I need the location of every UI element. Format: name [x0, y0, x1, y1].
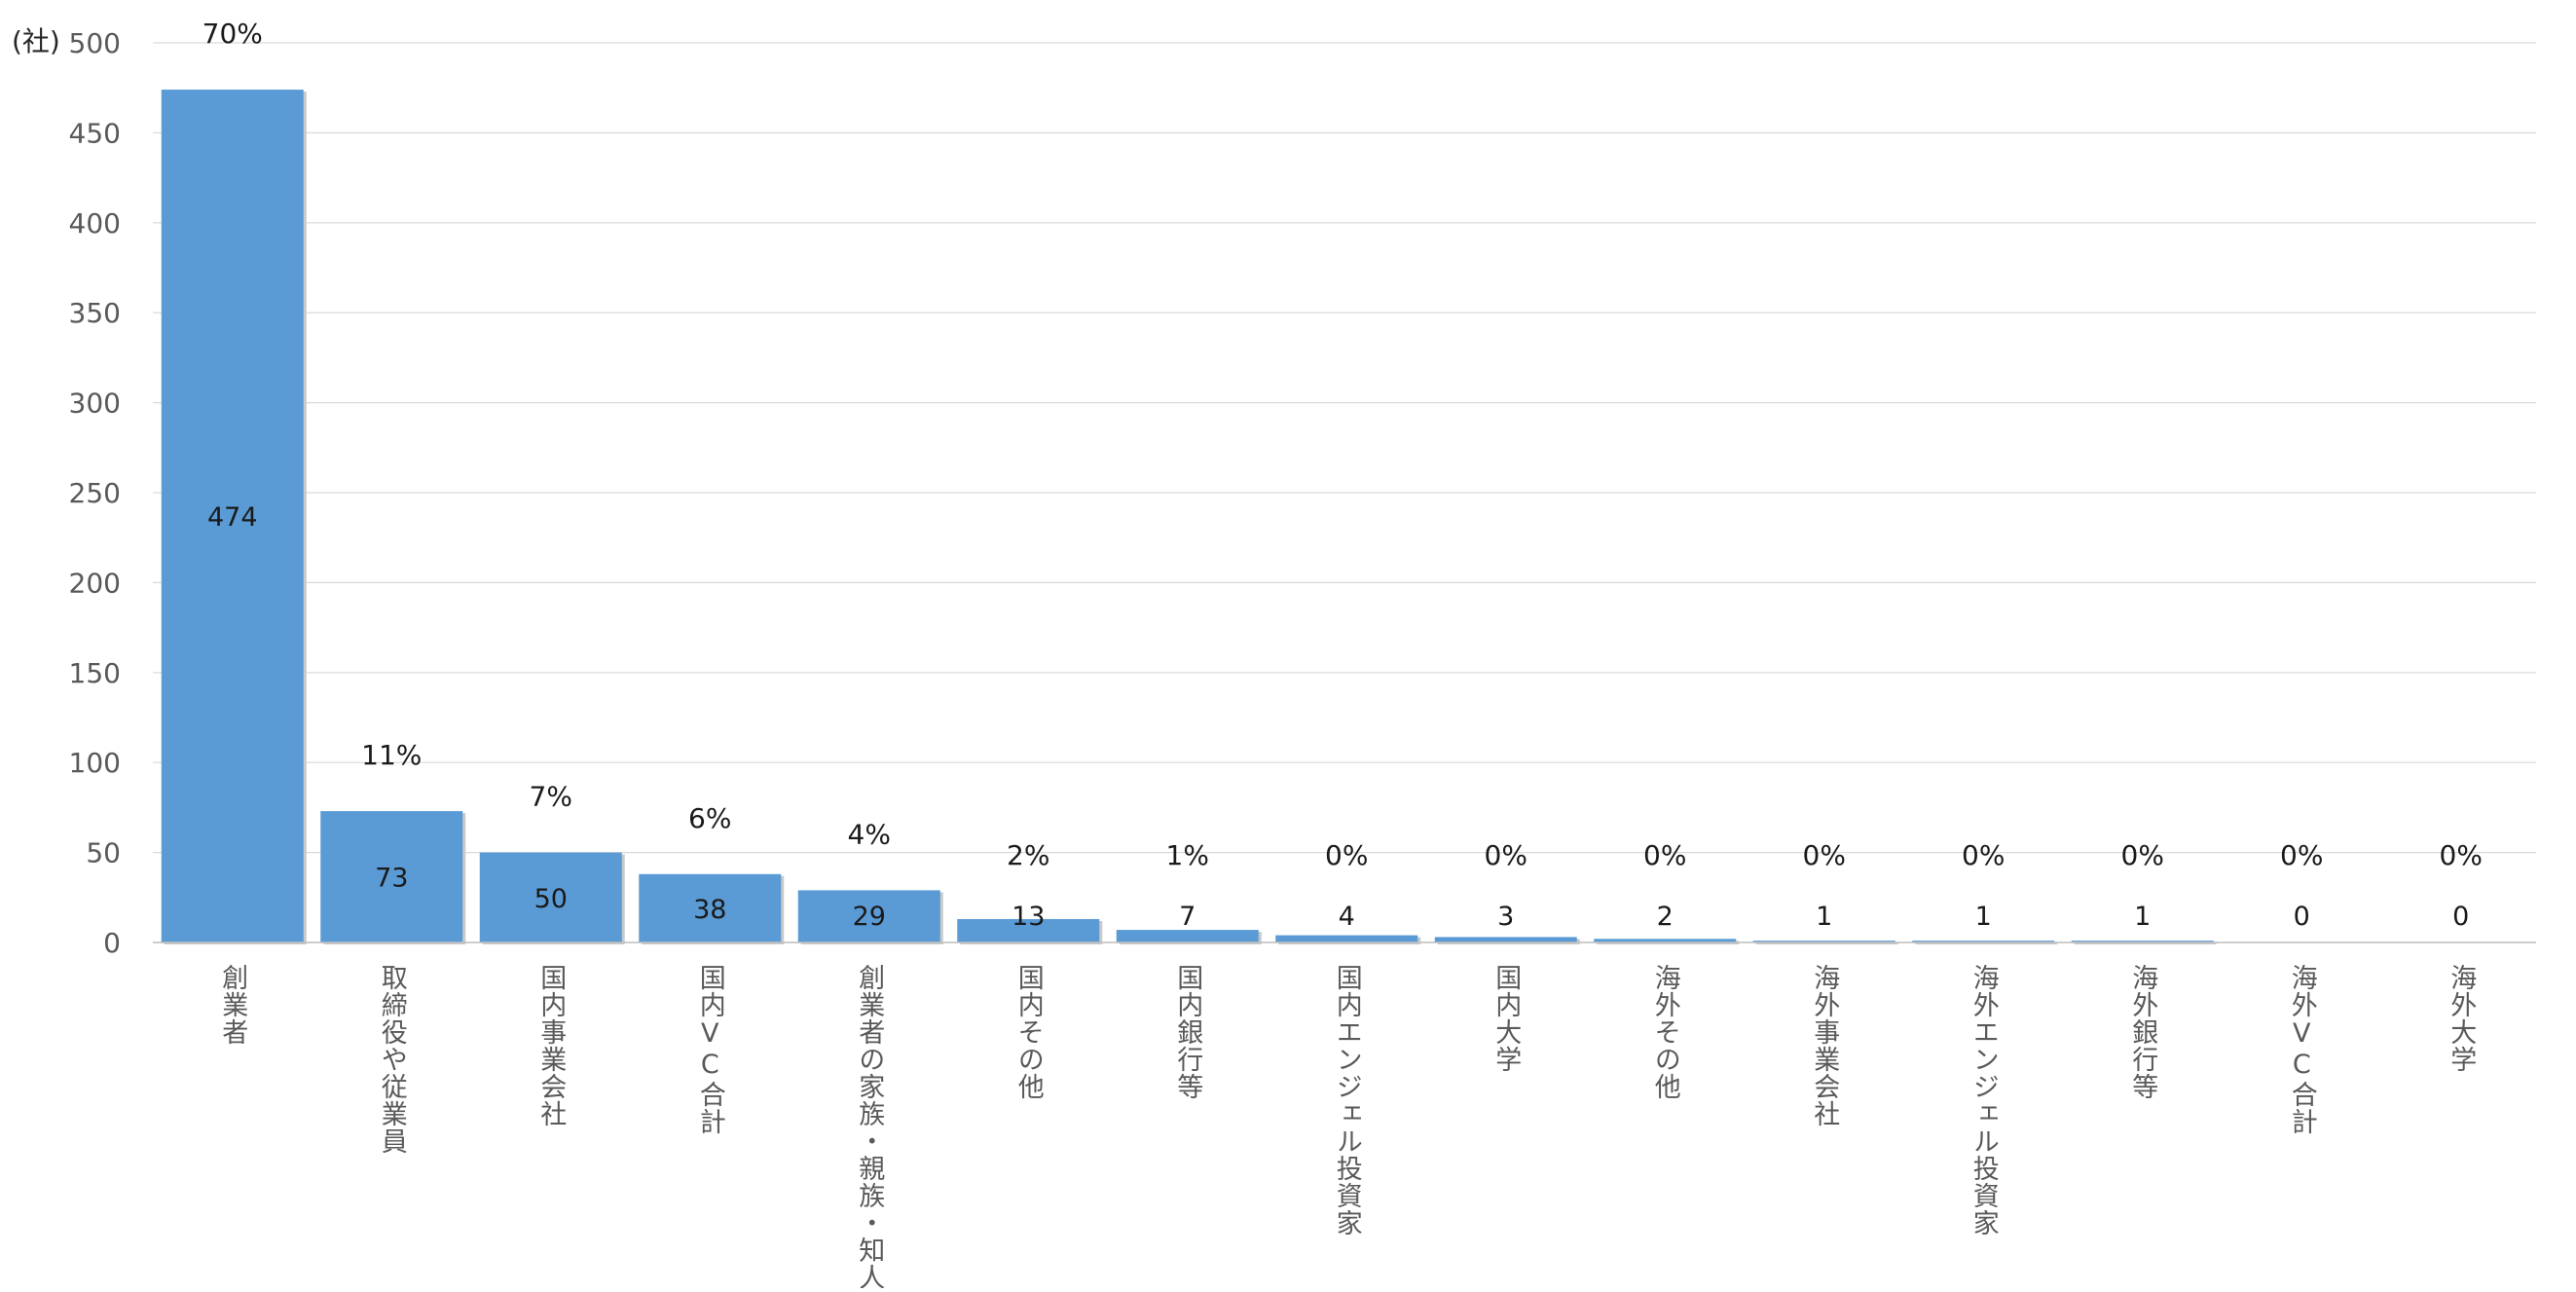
bar-value-label: 50 [534, 884, 568, 914]
category-label: 創業者 [217, 964, 248, 1046]
bar [161, 90, 304, 943]
bar-value-label: 38 [693, 895, 726, 925]
bar-percent-label: 4% [848, 818, 891, 850]
bar [639, 873, 782, 942]
y-tick-label: 450 [69, 117, 121, 149]
category-labels: 創業者 取締役や従業員 国内事業会社 国内VC合計 創業者の家族・親族・知人 国内その他 国… [217, 964, 2476, 1291]
category-label: 海外大学 [2446, 964, 2476, 1073]
bar-percent-label: 70% [202, 18, 263, 50]
y-tick-label: 400 [69, 207, 121, 240]
category-label: 海外VC合計 [2287, 964, 2317, 1135]
bar [1912, 941, 2055, 942]
bar-percent-label: 0% [1962, 839, 2005, 871]
bar-percent-label: 0% [1485, 839, 1527, 871]
bar-percent-label: 0% [2280, 839, 2323, 871]
bar-value-label: 1 [2134, 902, 2151, 932]
bar-value-label: 0 [2452, 902, 2469, 932]
bar-value-label: 0 [2294, 902, 2310, 932]
bar-percent-label: 7% [530, 781, 572, 813]
y-tick-label: 250 [69, 477, 121, 509]
bar-value-label: 3 [1497, 902, 1514, 932]
bar-percent-label: 0% [1803, 839, 1846, 871]
y-tick-label: 200 [69, 567, 121, 599]
y-tick-label: 150 [69, 657, 121, 689]
category-label: 国内銀行等 [1172, 964, 1203, 1100]
bar-percent-label: 1% [1166, 839, 1209, 871]
category-label: 海外事業会社 [1809, 964, 1840, 1127]
bars [161, 90, 2217, 945]
category-label: 創業者の家族・親族・知人 [854, 964, 885, 1288]
y-tick-label: 300 [69, 388, 121, 420]
bar [1434, 937, 1577, 942]
bar-percent-label: 0% [1325, 839, 1368, 871]
bar [2071, 941, 2214, 942]
bar-shadow [1915, 942, 2058, 944]
bar-percent-label: 6% [688, 802, 731, 834]
bar-shadow [2074, 942, 2217, 944]
bar [1752, 941, 1895, 942]
bar-value-label: 29 [853, 902, 886, 932]
bar [797, 890, 940, 942]
bar [1116, 930, 1259, 942]
y-axis-unit-label: (社) [12, 25, 60, 57]
percent-labels: 70% 11% 7% 6% 4% 2% 1% 0% 0% 0% 0% 0% 0% 0% 0% [202, 18, 2483, 871]
y-tick-label: 0 [103, 927, 121, 959]
bar [1594, 939, 1737, 942]
bar-percent-label: 0% [2121, 839, 2164, 871]
bar [1275, 935, 1418, 942]
bar-value-label: 474 [207, 502, 258, 533]
y-tick-label: 50 [86, 837, 121, 869]
bar-value-label: 73 [375, 864, 408, 894]
y-tick-label: 500 [69, 27, 121, 59]
value-labels: 474 73 50 38 29 13 7 4 3 2 1 1 1 0 0 [207, 502, 2469, 932]
bar-value-label: 1 [1975, 902, 1992, 932]
category-label: 国内大学 [1490, 964, 1521, 1073]
bar [479, 852, 622, 942]
bar-value-label: 4 [1339, 902, 1355, 932]
bar-percent-label: 0% [2440, 839, 2483, 871]
bar-percent-label: 2% [1007, 839, 1049, 871]
y-tick-label: 100 [69, 747, 121, 779]
bar-value-label: 2 [1657, 902, 1674, 932]
category-label: 国内事業会社 [535, 964, 567, 1127]
y-axis-ticks: 0 50 100 150 200 250 300 350 400 450 500 [69, 27, 121, 959]
category-label: 海外その他 [1650, 964, 1681, 1100]
category-label: 国内エンジェル投資家 [1332, 964, 1363, 1237]
category-label: 取締役や従業員 [377, 964, 408, 1155]
bar-value-label: 1 [1816, 902, 1832, 932]
bar [320, 811, 463, 942]
bar-value-label: 7 [1179, 902, 1196, 932]
category-label: 国内その他 [1013, 964, 1045, 1100]
category-label: 海外エンジェル投資家 [1969, 964, 2000, 1237]
gridlines [153, 42, 2536, 943]
bar-value-label: 13 [1012, 902, 1045, 932]
y-tick-label: 350 [69, 297, 121, 329]
bar-percent-label: 11% [361, 739, 422, 771]
category-label: 海外銀行等 [2127, 964, 2158, 1100]
bar [957, 918, 1100, 942]
category-label: 国内VC合計 [695, 964, 725, 1135]
bar-percent-label: 0% [1643, 839, 1686, 871]
bar-shadow [1755, 942, 1898, 944]
